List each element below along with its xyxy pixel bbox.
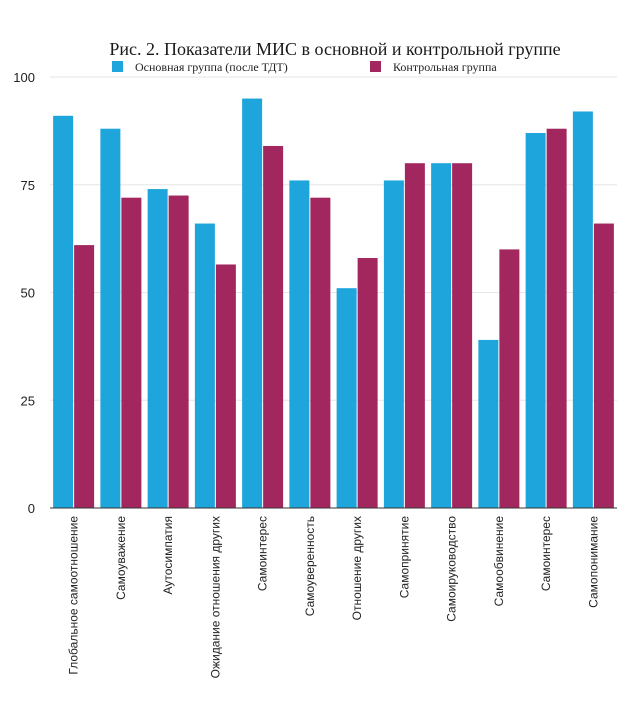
x-category-label: Самопринятие (397, 516, 411, 599)
x-category-label: Самоинтерес (256, 516, 270, 591)
bar-series-2-cat-4 (215, 264, 236, 508)
bar-series-2-cat-3 (168, 195, 189, 508)
bar-series-1-cat-5 (242, 98, 263, 509)
y-tick-label: 100 (13, 70, 35, 85)
bar-series-1-cat-11 (525, 133, 546, 508)
bar-series-1-cat-7 (336, 288, 357, 508)
bar-series-2-cat-10 (499, 249, 520, 508)
y-tick-label: 0 (28, 501, 35, 516)
x-category-label: Самопонимание (586, 516, 600, 608)
x-category-label: Самоуважение (114, 516, 128, 600)
y-tick-label: 50 (21, 286, 35, 301)
chart-title: Рис. 2. Показатели МИС в основной и конт… (109, 39, 560, 59)
legend-label-series-1: Основная группа (после ТДТ) (135, 60, 288, 74)
bar-series-2-cat-5 (263, 145, 284, 508)
bar-series-2-cat-11 (546, 128, 567, 508)
bar-series-2-cat-1 (74, 245, 95, 508)
gridlines (50, 76, 617, 401)
x-category-label: Самоируководство (445, 516, 459, 622)
bar-series-2-cat-8 (404, 163, 425, 508)
bar-series-1-cat-4 (194, 223, 215, 509)
x-category-label: Самообвинение (492, 516, 506, 607)
legend-swatch-series-1 (112, 61, 123, 72)
y-tick-label: 75 (21, 178, 35, 193)
bar-series-1-cat-12 (572, 111, 593, 508)
x-category-label: Аутосимпатия (161, 516, 175, 594)
x-axis-categories: Глобальное самоотношение Самоуважение Ауто… (67, 516, 601, 679)
bar-series-1-cat-9 (431, 163, 452, 508)
bar-series-1-cat-2 (100, 128, 121, 508)
bar-series-2-cat-6 (310, 197, 331, 508)
bar-series-1-cat-10 (478, 339, 499, 508)
bar-series-1-cat-1 (53, 115, 74, 508)
bar-series-1-cat-8 (383, 180, 404, 508)
x-category-label: Ожидание отношения других (208, 516, 222, 678)
y-tick-label: 25 (21, 393, 35, 408)
x-category-label: Отношение других (350, 516, 364, 620)
x-category-label: Самоинтерес (539, 516, 553, 591)
bar-series-2-cat-7 (357, 258, 378, 508)
bar-series-2-cat-12 (593, 223, 614, 509)
legend: Основная группа (после ТДТ) Контрольная … (112, 60, 497, 74)
bar-series-1-cat-3 (147, 189, 168, 508)
legend-swatch-series-2 (370, 61, 381, 72)
y-axis-ticks: 0 25 50 75 100 (13, 70, 35, 516)
x-category-label: Самоуверенность (303, 516, 317, 616)
bars (53, 98, 614, 509)
legend-label-series-2: Контрольная группа (393, 60, 497, 74)
bar-series-1-cat-6 (289, 180, 310, 508)
x-category-label: Глобальное самоотношение (67, 516, 81, 675)
bar-series-2-cat-9 (452, 163, 473, 508)
bar-series-2-cat-2 (121, 197, 142, 508)
